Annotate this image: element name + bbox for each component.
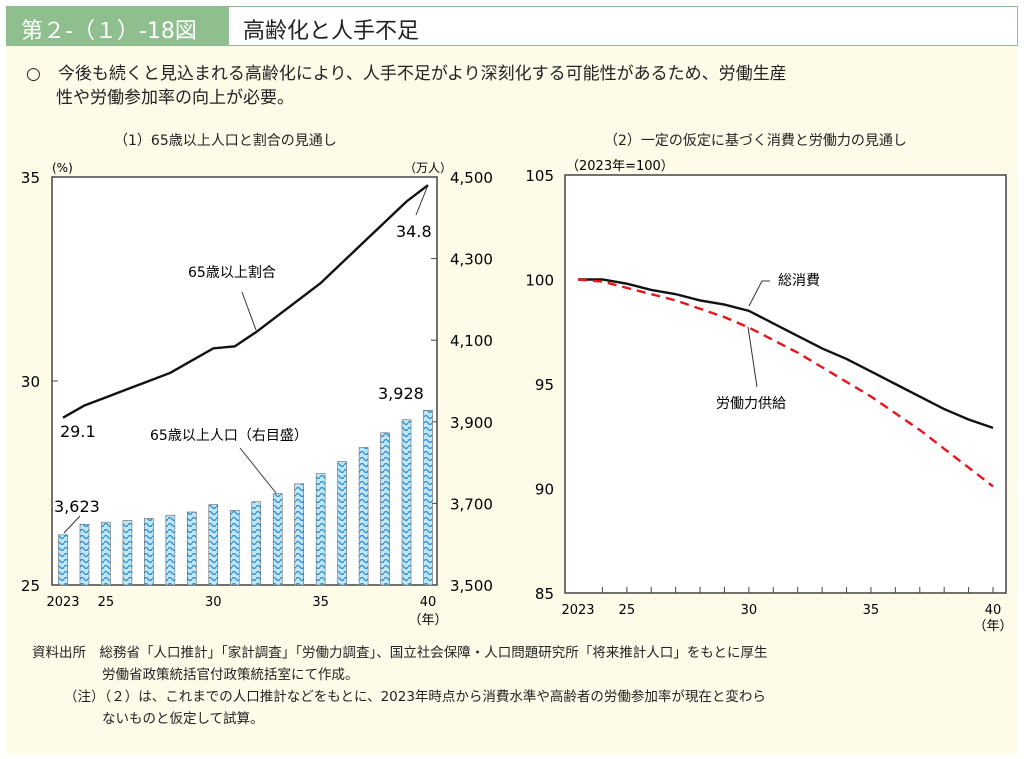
annotation-arrow xyxy=(747,326,758,388)
figure-title: 高齢化と人手不足 xyxy=(229,7,1017,45)
x-tick-label: 2023 xyxy=(46,595,79,610)
right-y-tick-label: 4,300 xyxy=(450,251,493,269)
source-text-2: 労働省政策統括官付政策統括室にて作成。 xyxy=(102,667,359,683)
population-bar xyxy=(229,510,240,586)
chart1-plot-area xyxy=(51,176,438,586)
y-tick-label: 100 xyxy=(525,272,554,290)
population-bar xyxy=(165,514,176,586)
lead-line-2: 性や労働参加率の向上が必要。 xyxy=(56,88,294,108)
x-axis-unit: （年） xyxy=(408,613,447,628)
population-bar xyxy=(101,521,111,586)
annotation-arrow xyxy=(748,280,770,307)
right-y-unit: （万人） xyxy=(404,161,452,175)
population-bar xyxy=(58,534,68,586)
source-text: 総務省「人口推計」「家計調査」「労働力調査」、国立社会保障・人口問題研究所「将来… xyxy=(99,645,768,661)
figure-header: 第２-（１）-18図 高齢化と人手不足 xyxy=(6,6,1018,46)
lead-text: ○ 今後も続くと見込まれる高齢化により、人手不足がより深刻化する可能性があるため… xyxy=(26,62,1006,110)
data-label: 29.1 xyxy=(60,422,96,441)
population-bar xyxy=(251,501,262,586)
chart2-title: （2）一定の仮定に基づく消費と労働力の見通し xyxy=(604,133,907,149)
population-bar xyxy=(208,504,219,586)
population-bar xyxy=(272,493,283,586)
left-y-unit: (%) xyxy=(52,161,73,175)
population-bar xyxy=(294,483,304,586)
x-tick-label: 30 xyxy=(205,595,222,610)
left-y-tick-label: 35 xyxy=(21,169,40,187)
annotation-arrow xyxy=(239,447,277,494)
share-line xyxy=(62,184,429,419)
series-label-population: 65歳以上人口（右目盛） xyxy=(150,428,308,444)
consumption-line xyxy=(578,278,994,430)
chart1-title: （1）65歳以上人口と割合の見通し xyxy=(114,133,337,149)
left-y-tick-label: 25 xyxy=(21,577,40,595)
population-bar xyxy=(423,410,433,586)
annotation-arrow xyxy=(241,291,257,331)
source-label: 資料出所 xyxy=(32,645,86,661)
right-y-tick-label: 3,700 xyxy=(450,495,493,513)
series-label-labor: 労働力供給 xyxy=(716,396,786,412)
y-tick-label: 105 xyxy=(525,167,554,185)
data-label: 3,928 xyxy=(378,384,424,403)
x-tick-label: 25 xyxy=(619,603,636,618)
annotation-arrow xyxy=(415,184,429,216)
right-y-tick-label: 4,500 xyxy=(450,169,493,187)
population-bar xyxy=(187,511,197,586)
x-tick-label: 40 xyxy=(985,603,1002,618)
x-tick-label: 2023 xyxy=(561,603,594,618)
series-label-consumption: 総消費 xyxy=(778,273,820,289)
population-bar xyxy=(79,523,90,586)
y-tick-label: 85 xyxy=(535,585,554,603)
right-y-tick-label: 4,100 xyxy=(450,332,493,350)
population-bar xyxy=(122,520,133,586)
data-label: 34.8 xyxy=(396,222,432,241)
note-text: （注）（２）は、これまでの人口推計などをもとに、2023年時点から消費水準や高齢… xyxy=(64,689,766,705)
series-label-share: 65歳以上割合 xyxy=(188,264,276,281)
population-bar xyxy=(144,518,154,586)
bullet: ○ xyxy=(26,64,41,84)
x-axis-unit: （年） xyxy=(973,619,1012,634)
right-y-tick-label: 3,500 xyxy=(450,577,493,595)
left-y-tick-label: 30 xyxy=(21,373,40,391)
lead-line-1: 今後も続くと見込まれる高齢化により、人手不足がより深刻化する可能性があるため、労… xyxy=(57,64,787,84)
y-axis-unit: （2023年=100） xyxy=(566,159,674,174)
annotation-arrow xyxy=(63,515,81,534)
chart2-plot-area xyxy=(564,174,1007,594)
population-bar xyxy=(315,473,326,586)
notes: 資料出所 総務省「人口推計」「家計調査」「労働力調査」、国立社会保障・人口問題研… xyxy=(32,642,767,730)
note-text-2: ないものと仮定して試算。 xyxy=(102,711,264,727)
labor-supply-line xyxy=(577,278,994,488)
figure-number: 第２-（１）-18図 xyxy=(7,7,229,45)
x-tick-label: 40 xyxy=(420,595,437,610)
right-y-tick-label: 3,900 xyxy=(450,414,493,432)
y-tick-label: 90 xyxy=(535,481,554,499)
data-label: 3,623 xyxy=(54,497,100,516)
x-tick-label: 25 xyxy=(98,595,115,610)
y-tick-label: 95 xyxy=(535,376,554,394)
population-bar xyxy=(358,447,369,586)
x-tick-label: 30 xyxy=(741,603,758,618)
x-tick-label: 35 xyxy=(863,603,880,618)
population-bar xyxy=(380,432,390,586)
population-bar xyxy=(401,419,412,586)
population-bar xyxy=(337,461,347,586)
x-tick-label: 35 xyxy=(312,595,329,610)
